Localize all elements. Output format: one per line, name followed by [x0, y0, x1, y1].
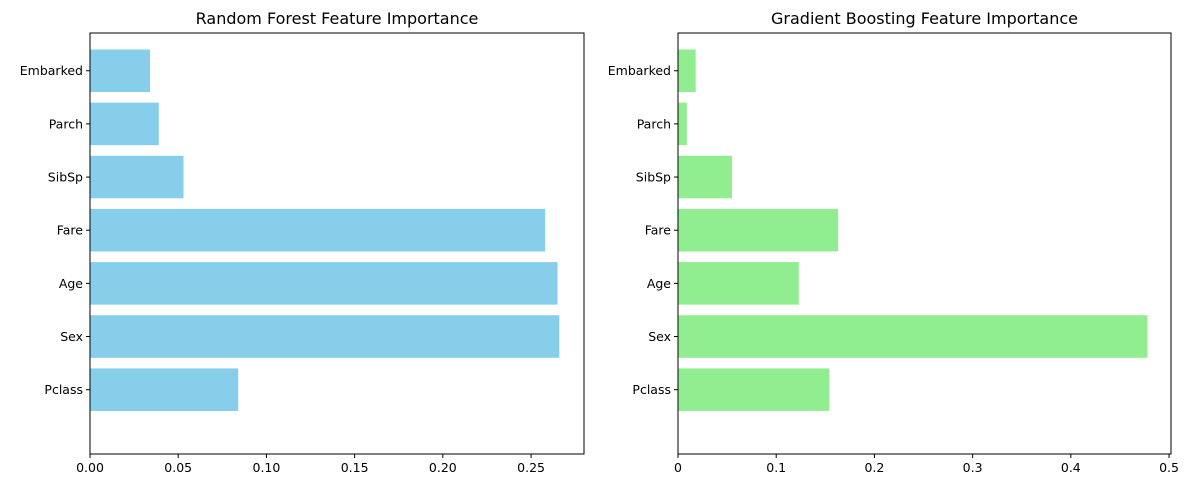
- chart-2-ytick-label-pclass: Pclass: [632, 382, 671, 397]
- chart-2-bar-pclass: [678, 368, 830, 411]
- chart-1-bar-sex: [90, 315, 560, 358]
- chart-1-bar-sibsp: [90, 155, 184, 199]
- chart-1-bar-embarked: [90, 49, 150, 93]
- chart-1-xtick-label-0: 0.00: [76, 460, 104, 475]
- chart-2-ytick-label-embarked: Embarked: [608, 63, 671, 78]
- chart-2-ytick-label-sex: Sex: [648, 329, 671, 344]
- chart-1: Pclass Sex Age Fare SibSp Parch Embarked 0.00 0.…: [20, 9, 585, 475]
- chart-2-xtick-label-1: 0.1: [766, 460, 786, 475]
- chart-1-xtick-label-4: 0.20: [429, 460, 457, 475]
- chart-2-ytick-label-fare: Fare: [645, 223, 672, 238]
- chart-1-bar-parch: [90, 102, 159, 146]
- chart-2-axes-frame: [677, 32, 1172, 455]
- chart-2-title: Gradient Boosting Feature Importance: [771, 9, 1078, 28]
- chart-2: Pclass Sex Age Fare SibSp Parch Embarked 0 0.1 0.…: [608, 9, 1179, 475]
- chart-1-ytick-label-sex: Sex: [60, 329, 83, 344]
- chart-1-bar-fare: [90, 208, 546, 252]
- chart-1-xtick-label-3: 0.15: [341, 460, 369, 475]
- chart-1-bar-pclass: [90, 368, 239, 411]
- chart-2-xtick-label-0: 0: [674, 460, 682, 475]
- chart-1-ytick-label-sibsp: SibSp: [48, 170, 83, 185]
- chart-1-xtick-label-1: 0.05: [164, 460, 192, 475]
- chart-2-bar-age: [678, 262, 799, 305]
- chart-2-bar-embarked: [678, 49, 696, 93]
- chart-2-xtick-label-5: 0.5: [1159, 460, 1179, 475]
- chart-1-xtick-label-2: 0.10: [253, 460, 281, 475]
- chart-1-ytick-label-age: Age: [59, 276, 83, 291]
- chart-2-ytick-label-sibsp: SibSp: [636, 170, 671, 185]
- chart-1-ytick-label-embarked: Embarked: [20, 63, 83, 78]
- chart-2-ytick-label-age: Age: [647, 276, 671, 291]
- chart-1-ytick-label-fare: Fare: [57, 223, 84, 238]
- chart-2-bar-fare: [678, 208, 839, 252]
- chart-2-xtick-label-4: 0.4: [1061, 460, 1081, 475]
- chart-2-ytick-label-parch: Parch: [637, 116, 671, 131]
- chart-2-bar-sibsp: [678, 155, 733, 199]
- chart-2-bar-parch: [678, 102, 687, 146]
- chart-2-xtick-label-3: 0.3: [963, 460, 983, 475]
- chart-1-bar-age: [90, 262, 558, 305]
- chart-1-xtick-label-5: 0.25: [517, 460, 545, 475]
- chart-1-title: Random Forest Feature Importance: [196, 9, 479, 28]
- chart-1-axes-frame: [89, 32, 585, 455]
- chart-1-ytick-label-parch: Parch: [49, 116, 83, 131]
- chart-1-ytick-label-pclass: Pclass: [44, 382, 83, 397]
- chart-2-xtick-label-2: 0.2: [864, 460, 884, 475]
- chart-2-bar-sex: [678, 315, 1148, 358]
